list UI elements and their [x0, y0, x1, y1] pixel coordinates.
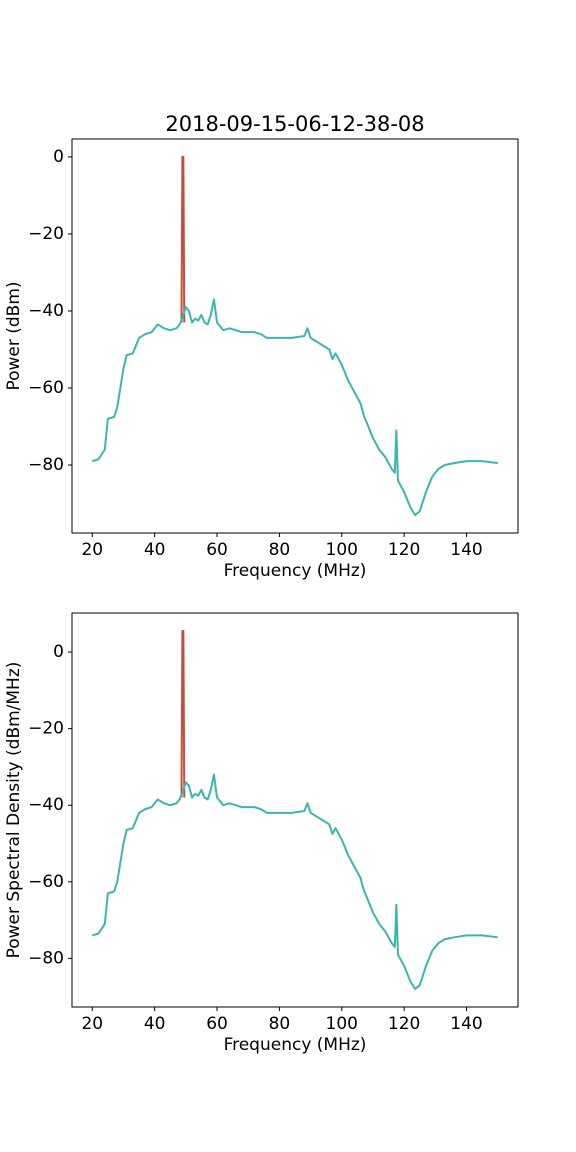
x-tick-label: 120 — [388, 1014, 420, 1034]
x-tick-label: 100 — [326, 1014, 358, 1034]
x-tick-label: 60 — [206, 540, 228, 560]
x-tick-label: 60 — [206, 1014, 228, 1034]
chart-title: 2018-09-15-06-12-38-08 — [165, 112, 424, 136]
x-tick-label: 40 — [144, 540, 166, 560]
x-tick-label: 80 — [269, 1014, 291, 1034]
line-series — [180, 155, 186, 323]
y-tick-label: 0 — [53, 642, 64, 662]
y-tick-label: −80 — [28, 455, 64, 475]
y-tick-label: −40 — [28, 795, 64, 815]
y-tick-label: −60 — [28, 378, 64, 398]
x-tick-label: 20 — [81, 540, 103, 560]
y-tick-label: −80 — [28, 948, 64, 968]
x-tick-label: 140 — [450, 1014, 482, 1034]
y-tick-label: −60 — [28, 872, 64, 892]
x-tick-label: 140 — [450, 540, 482, 560]
x-tick-label: 80 — [269, 540, 291, 560]
y-tick-label: −40 — [28, 301, 64, 321]
x-axis-label: Frequency (MHz) — [224, 1035, 367, 1055]
line-series — [91, 773, 498, 991]
x-axis-label: Frequency (MHz) — [224, 561, 367, 581]
plot-frame — [71, 138, 519, 534]
y-tick-label: 0 — [53, 147, 64, 167]
x-tick-label: 120 — [388, 540, 420, 560]
y-tick-label: −20 — [28, 224, 64, 244]
y-axis-label: Power (dBm) — [4, 281, 24, 390]
x-tick-label: 40 — [144, 1014, 166, 1034]
line-series — [91, 298, 498, 517]
x-tick-label: 100 — [326, 540, 358, 560]
x-tick-label: 20 — [81, 1014, 103, 1034]
y-tick-label: −20 — [28, 719, 64, 739]
plot-frame — [71, 612, 519, 1008]
y-axis-label: Power Spectral Density (dBm/MHz) — [4, 662, 24, 959]
line-series — [180, 629, 186, 798]
